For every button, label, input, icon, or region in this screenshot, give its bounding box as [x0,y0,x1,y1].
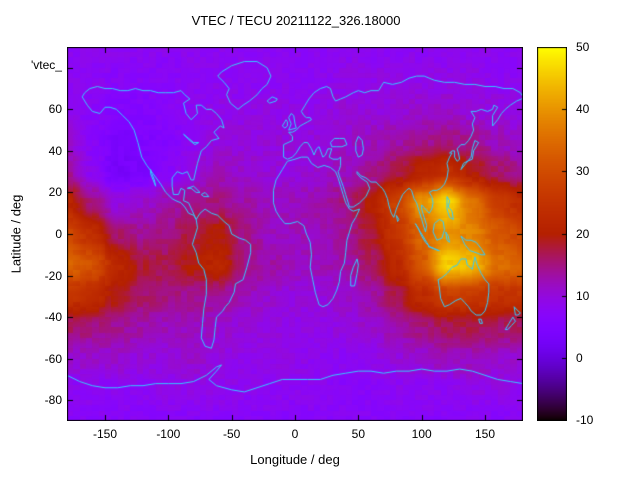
colorbar [537,47,567,421]
y-axis-label: Latitude / deg [8,194,24,274]
y-tick-label: -20 [44,268,62,283]
chart-title: VTEC / TECU 20211122_326.18000 [191,13,401,28]
y-tick-label: 60 [48,102,62,117]
x-tick-label: -50 [222,427,241,441]
colorbar-tick-label: 10 [576,288,590,303]
colorbar-tick-label: 40 [576,102,590,117]
x-axis-label: Longitude / deg [250,452,340,467]
heatmap-canvas [67,47,523,421]
x-tick-label: 150 [474,427,496,441]
key-label: 'vtec_ [31,58,62,72]
y-tick-label: 20 [48,185,62,200]
colorbar-tick-label: 50 [576,40,590,54]
x-tick-label: 0 [291,427,299,441]
colorbar-tick-label: 0 [576,350,583,365]
x-tick-label: 50 [351,427,365,441]
y-tick-label: 40 [48,143,62,158]
colorbar-tick-label: -10 [576,413,594,427]
y-tick-label: -60 [44,351,62,366]
x-tick-label: -150 [92,427,118,441]
y-tick-label: -40 [44,310,62,325]
x-tick-label: -100 [156,427,181,441]
x-tick-label: 100 [411,427,432,441]
colorbar-tick-label: 30 [576,164,590,179]
y-tick-label: 0 [55,227,62,241]
colorbar-tick-label: 20 [576,226,590,241]
y-tick-label: -80 [44,393,62,408]
